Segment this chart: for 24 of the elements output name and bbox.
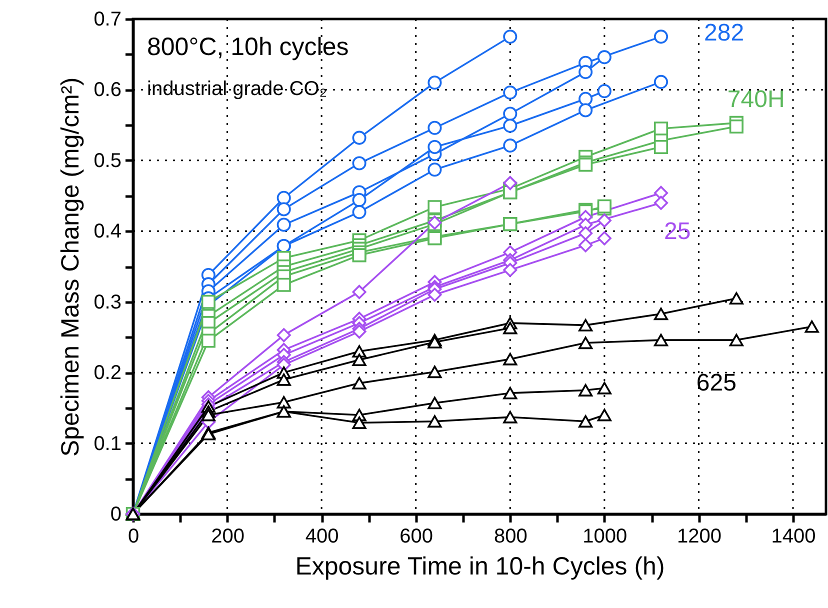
x-tick-label: 0 — [128, 526, 140, 548]
x-tick-label: 1200 — [676, 526, 722, 548]
x-axis-title: Exposure Time in 10-h Cycles (h) — [295, 552, 665, 580]
y-tick-label: 0 — [110, 504, 122, 526]
y-tick-label: 0.4 — [94, 220, 122, 243]
x-tick-label: 1000 — [582, 526, 628, 548]
annotation: industrial grade CO₂ — [147, 78, 328, 100]
y-tick-label: 0.7 — [94, 8, 122, 30]
y-axis-title: Specimen Mass Change (mg/cm²) — [56, 77, 85, 457]
y-tick-label: 0.5 — [94, 150, 122, 172]
x-tick-label: 400 — [305, 526, 339, 548]
y-tick-label: 0.3 — [94, 291, 122, 314]
y-tick-label: 0.2 — [94, 362, 122, 384]
series-label: 282 — [704, 20, 744, 47]
annotation: 800°C, 10h cycles — [147, 33, 349, 61]
y-tick-label: 0.1 — [94, 432, 122, 455]
series-label: 740H — [727, 86, 785, 113]
x-tick-label: 1400 — [771, 526, 816, 548]
text: 625 — [696, 369, 736, 396]
series-label: 25 — [664, 218, 691, 245]
x-tick-label: 200 — [211, 526, 244, 548]
y-tick-label: 0.6 — [94, 79, 122, 102]
x-tick-label: 800 — [494, 526, 528, 548]
x-tick-label: 600 — [400, 526, 434, 548]
